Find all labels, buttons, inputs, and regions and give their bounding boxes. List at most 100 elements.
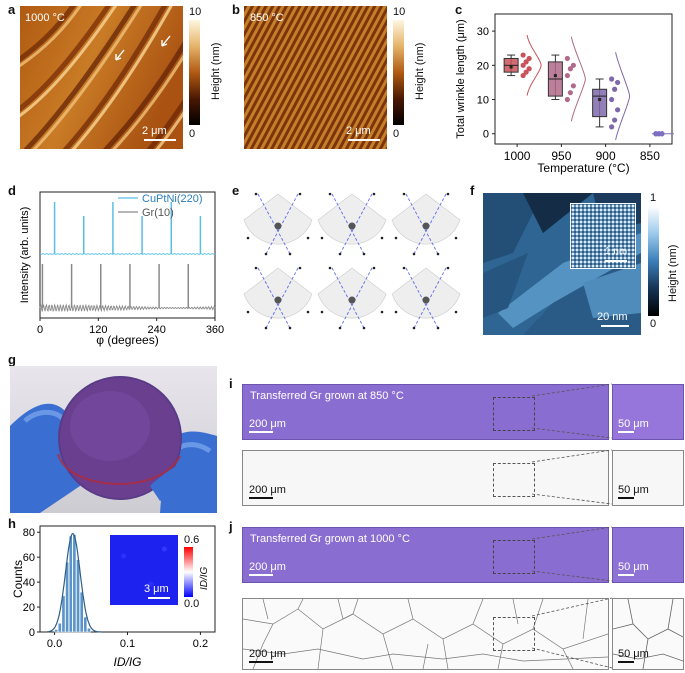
x-tick-label: 360 — [206, 324, 224, 336]
y-axis-title: Counts — [11, 560, 25, 598]
plot-frame — [494, 13, 673, 145]
scale-bar — [249, 661, 273, 663]
inset-scale-bar — [605, 260, 627, 262]
pattern-wedge — [243, 193, 313, 245]
density-curve — [526, 34, 542, 96]
data-point — [609, 124, 615, 130]
x-tick-label: 0.2 — [193, 638, 208, 650]
series-baseline-0 — [39, 253, 216, 255]
scale-bar — [348, 139, 380, 141]
crack-zoom-graphic — [613, 599, 683, 669]
colorbar-id-ig — [184, 547, 193, 597]
wafer-photo — [10, 366, 217, 513]
dash-line — [265, 193, 299, 255]
center-spot — [348, 222, 356, 230]
x-tick-label: 0.1 — [120, 638, 135, 650]
diffraction-spot — [394, 310, 398, 314]
scale-bar — [249, 574, 273, 576]
crack-network-graphic — [243, 599, 608, 669]
pattern-wedge — [391, 193, 461, 245]
afm-image-850c: 850 °C 2 μm — [244, 6, 387, 149]
x-tick-label: 0.0 — [47, 638, 62, 650]
data-point — [564, 72, 570, 79]
pattern-wedge — [317, 193, 387, 245]
diffraction-spot — [380, 236, 384, 240]
pattern-wedge — [317, 267, 387, 319]
dash-line — [331, 267, 365, 329]
raman-map-inset: 3 μm — [110, 535, 178, 605]
colorbar-min-h: 0.0 — [184, 598, 200, 610]
x-tick-label: 900 — [596, 149, 616, 163]
data-point — [612, 86, 618, 92]
diffraction-spot — [402, 192, 406, 196]
scale-bar — [144, 139, 176, 141]
scale-label: 50 μm — [618, 648, 649, 660]
panel-label-e: e — [232, 183, 240, 198]
diffraction-spot — [298, 192, 302, 196]
panel-label-f: f — [470, 183, 475, 198]
data-point — [526, 66, 532, 72]
zoom-region-box — [493, 397, 535, 431]
zoom-region-box — [493, 617, 535, 651]
diffraction-spot — [338, 326, 342, 330]
zoom-region-box — [493, 540, 535, 574]
data-point — [612, 117, 618, 123]
diffraction-spot — [306, 310, 310, 314]
diffraction-pattern-grid — [243, 192, 461, 330]
panel-label-h: h — [8, 516, 16, 531]
crack-image-1000c: 200 μm — [242, 598, 609, 670]
pattern-wedge — [243, 267, 313, 319]
data-point — [520, 62, 526, 68]
diffraction-spot — [436, 326, 440, 330]
colorbar-max-h: 0.6 — [184, 534, 200, 546]
image-title: Transferred Gr grown at 1000 °C — [250, 533, 410, 545]
diffraction-spot — [362, 326, 366, 330]
x-axis-title: φ (degrees) — [96, 333, 158, 347]
diffraction-pattern-3 — [391, 192, 461, 256]
scale-label: 20 nm — [597, 311, 628, 323]
diffraction-spot — [320, 310, 324, 314]
center-spot — [348, 296, 356, 304]
scale-label: 50 μm — [618, 484, 649, 496]
colorbar-max-a: 10 — [189, 6, 202, 18]
crack-zoom-850c: 50 μm — [612, 450, 684, 506]
colorbar-height-b — [393, 20, 404, 125]
scale-label: 50 μm — [618, 561, 649, 573]
diffraction-spot — [264, 326, 268, 330]
legend-label: CuPtNi(220) — [142, 193, 203, 205]
dash-line — [257, 267, 291, 329]
panel-label-g: g — [8, 352, 16, 367]
afm-image-850c-graphic — [244, 6, 387, 149]
chart-wrinkle-length: 0 10 20 30 Total wrinkle length (μm) Temperat… — [455, 13, 674, 175]
histogram-bar — [54, 629, 58, 633]
y-axis-title: Total wrinkle length (μm) — [455, 19, 467, 138]
panel-label-a: a — [8, 2, 16, 17]
diffraction-spot — [446, 266, 450, 270]
afm-image-1000c-graphic — [20, 6, 183, 149]
center-spot — [422, 222, 430, 230]
data-point — [567, 66, 573, 72]
diffraction-pattern-1 — [243, 192, 313, 256]
diffraction-spot — [446, 192, 450, 196]
dash-line — [339, 193, 373, 255]
y-tick-label: 10 — [477, 95, 489, 107]
diffraction-spot — [394, 236, 398, 240]
chart-xrd-phi-scan: 0 120 240 360 φ (degrees) Intensity (arb. uni… — [19, 191, 224, 347]
y-tick-label: 0 — [483, 129, 489, 141]
inset-scale-bar — [148, 597, 170, 599]
diffraction-spot — [412, 252, 416, 256]
x-tick-label: 850 — [640, 149, 660, 163]
data-point — [615, 79, 621, 86]
scale-label: 50 μm — [618, 418, 649, 430]
diffraction-pattern-4 — [243, 266, 313, 330]
stm-inset-lattice: 1 nm — [570, 203, 636, 269]
dash-line — [331, 193, 365, 255]
colorbar-height-a — [189, 20, 200, 125]
temp-label-850c: 850 °C — [250, 12, 284, 24]
crack-image-850c: 200 μm — [242, 450, 609, 506]
center-spot — [274, 222, 282, 230]
diffraction-spot — [372, 192, 376, 196]
data-point — [567, 90, 573, 96]
diffraction-spot — [412, 326, 416, 330]
colorbar-min-a: 0 — [189, 128, 196, 140]
